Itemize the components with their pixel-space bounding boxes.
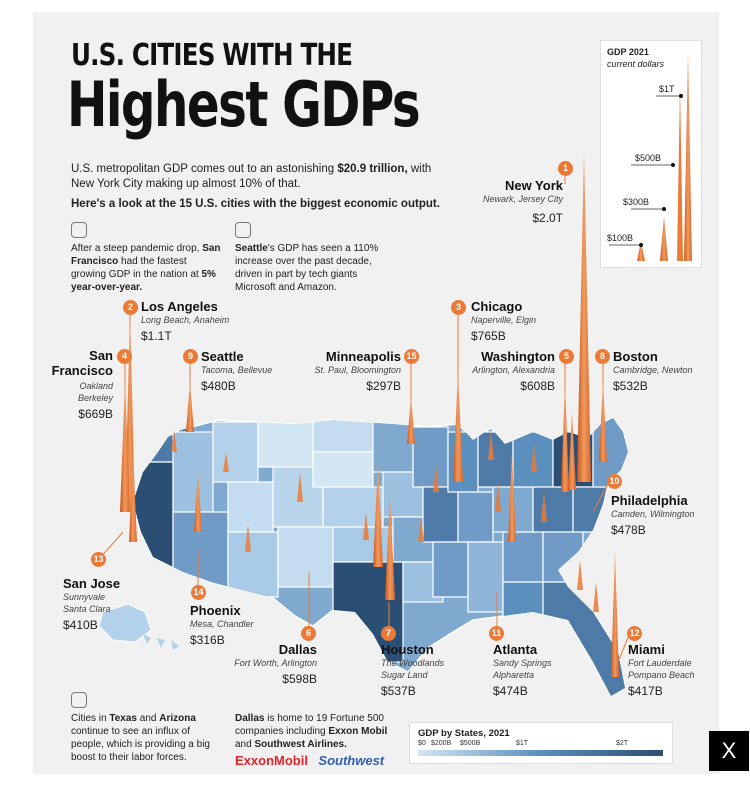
- city-label-philadelphia: Philadelphia Camden, Wilmington $478B: [611, 493, 695, 537]
- legend-gradient-bar: [418, 750, 663, 756]
- note-texas-arizona: Cities in Texas and Arizona continue to …: [71, 713, 210, 763]
- city-label-seattle: Seattle Tacoma, Bellevue $480B: [201, 349, 273, 393]
- note-icon: [71, 222, 87, 238]
- legend-title: GDP by States, 2021: [418, 728, 510, 739]
- legend-tick: $1T: [516, 740, 529, 747]
- people-icon: [71, 692, 87, 708]
- city-label-houston: Houston The Woodlands Sugar Land $537B: [381, 642, 445, 698]
- city-label-phoenix: Phoenix Mesa, Chandler $316B: [190, 603, 254, 647]
- us-map: [98, 152, 632, 698]
- rank-badge: 5: [559, 349, 574, 364]
- city-label-atlanta: Atlanta Sandy Springs Alpharetta $474B: [493, 642, 552, 698]
- city-label-new-york: New York Newark, Jersey City $2.0T: [482, 178, 563, 225]
- rank-badge: 7: [381, 626, 396, 641]
- city-label-san-jose: San Jose Sunnyvale Santa Clara $410B: [63, 576, 121, 632]
- city-label-boston: Boston Cambridge, Newton $532B: [613, 349, 693, 393]
- rank-badge: 4: [117, 349, 132, 364]
- legend-tick: $500B: [460, 740, 481, 747]
- rank-badge: 2: [123, 300, 138, 315]
- rank-badge: 3: [451, 300, 466, 315]
- laptop-icon: [235, 222, 251, 238]
- rank-badge: 13: [91, 552, 106, 567]
- gdp-by-states-legend: GDP by States, 2021 $0 $200B $500B $1T $…: [409, 722, 673, 764]
- intro-text: U.S. metropolitan GDP comes out to an as…: [71, 163, 440, 210]
- rank-badge: 14: [191, 585, 206, 600]
- city-label-minneapolis: Minneapolis St. Paul, Bloomington $297B: [314, 349, 401, 393]
- city-label-dallas: Dallas Fort Worth, Arlington $598B: [234, 642, 317, 686]
- rank-badge: 8: [595, 349, 610, 364]
- city-label-miami: Miami Fort Lauderdale Pompano Beach $417…: [628, 642, 695, 698]
- legend-tick: $2T: [616, 740, 629, 747]
- city-label-san-francisco: San Francisco Oakland Berkeley $669B: [51, 348, 113, 421]
- note-san-francisco: After a steep pandemic drop, San Francis…: [71, 243, 221, 293]
- city-label-washington: Washington Arlington, Alexandria $608B: [472, 349, 555, 393]
- note-dallas: Dallas is home to 19 Fortune 500 compani…: [235, 713, 388, 750]
- legend-tick: $200B: [431, 740, 452, 747]
- legend-tick: $0: [418, 740, 426, 747]
- rank-badge: 10: [607, 474, 622, 489]
- rank-badge: 11: [489, 626, 504, 641]
- title-line2: Highest GDPs: [67, 68, 421, 141]
- rank-badge: 12: [627, 626, 642, 641]
- close-button[interactable]: X: [709, 731, 749, 771]
- brand-logos: ExxonMobil Southwest: [235, 752, 384, 770]
- city-label-los-angeles: Los Angeles Long Beach, Anaheim $1.1T: [141, 299, 230, 343]
- rank-badge: 1: [558, 161, 573, 176]
- rank-badge: 9: [183, 349, 198, 364]
- rank-badge: 6: [301, 626, 316, 641]
- city-label-chicago: Chicago Naperville, Elgin $765B: [471, 299, 537, 343]
- gdp-reference-scale: GDP 2021 current dollars: [600, 40, 702, 268]
- rank-badge: 15: [404, 349, 419, 364]
- infographic-poster: U.S. CITIES WITH THE Highest GDPs U.S. m…: [33, 12, 719, 774]
- exxonmobil-logo: ExxonMobil: [235, 753, 308, 768]
- southwest-logo: Southwest: [318, 753, 385, 768]
- note-seattle: Seattle's GDP has seen a 110% increase o…: [235, 243, 379, 293]
- title-line1: U.S. CITIES WITH THE: [71, 38, 353, 73]
